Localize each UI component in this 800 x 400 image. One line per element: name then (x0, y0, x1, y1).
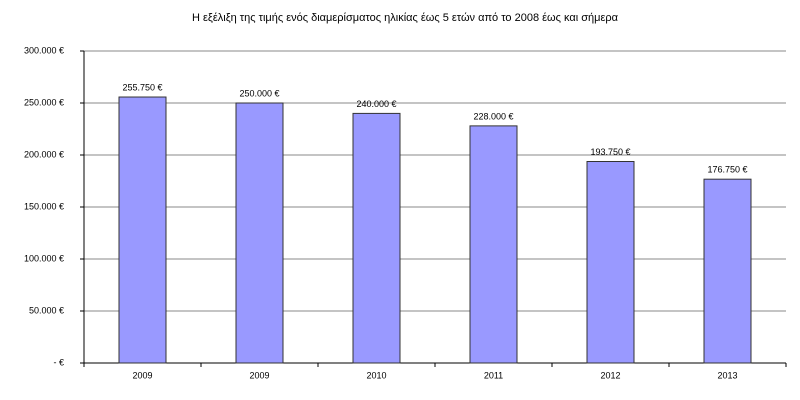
bar (469, 125, 518, 364)
bar (235, 102, 284, 364)
x-tick-label: 2011 (484, 370, 503, 380)
value-label: 193.750 € (590, 147, 630, 157)
x-tick-label: 2013 (717, 370, 737, 380)
bar (352, 112, 401, 364)
value-label: 240.000 € (356, 99, 396, 109)
x-tick-label: 2010 (366, 370, 386, 380)
x-tick-label: 2009 (132, 370, 152, 380)
y-tick-label: 100.000 € (24, 253, 64, 263)
x-tick-label: 2012 (600, 370, 620, 380)
y-tick-label: 300.000 € (24, 45, 64, 55)
y-tick-label: 150.000 € (24, 201, 64, 211)
y-tick-label: 50.000 € (29, 305, 64, 315)
value-label: 176.750 € (707, 165, 747, 175)
y-tick-label: 200.000 € (24, 149, 64, 159)
bar (118, 96, 167, 364)
x-tick-label: 2009 (249, 370, 269, 380)
y-tick-label: - € (53, 357, 64, 367)
bar (703, 178, 752, 364)
value-label: 255.750 € (122, 82, 162, 92)
value-label: 250.000 € (239, 88, 279, 98)
chart-title: Η εξέλιξη της τιμής ενός διαμερίσματος η… (192, 12, 619, 24)
value-label: 228.000 € (473, 111, 513, 121)
y-tick-label: 250.000 € (24, 97, 64, 107)
bar (586, 161, 635, 364)
